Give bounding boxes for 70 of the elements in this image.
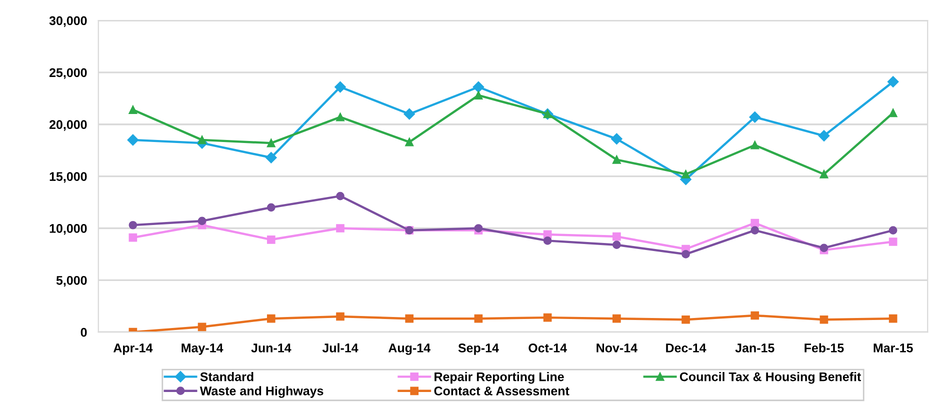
y-tick-label: 20,000 <box>49 120 87 131</box>
point <box>750 226 760 234</box>
point <box>820 315 828 324</box>
point <box>612 314 621 323</box>
point <box>543 313 552 322</box>
x-tick-label: Feb-15 <box>804 343 844 352</box>
point <box>612 232 621 241</box>
legend-label: Council Tax & Housing Benefit <box>680 372 861 384</box>
point <box>474 91 483 100</box>
x-tick-label: Jan-15 <box>735 344 774 352</box>
x-tick-label: Oct-14 <box>528 344 567 352</box>
point <box>888 108 898 118</box>
point <box>336 192 344 200</box>
point <box>612 240 621 250</box>
point <box>749 111 760 123</box>
point <box>336 312 344 321</box>
x-tick-label: Mar-15 <box>874 344 913 352</box>
point <box>750 218 760 228</box>
point <box>336 112 344 122</box>
point <box>198 322 206 332</box>
point <box>750 140 760 150</box>
point <box>266 235 276 244</box>
x-tick-label: Jun-14 <box>251 344 292 352</box>
point <box>682 250 690 258</box>
legend-label: Repair Reporting Line <box>434 372 564 384</box>
point <box>336 224 344 232</box>
point <box>472 81 484 93</box>
y-tick-label: 5,000 <box>56 276 87 287</box>
legend-label: Waste and Highways <box>200 386 324 398</box>
x-tick-label: Apr-14 <box>113 344 153 355</box>
point <box>266 152 277 164</box>
point <box>405 138 414 146</box>
x-tick-label: Dec-14 <box>666 344 706 352</box>
point <box>128 233 138 242</box>
point <box>820 170 828 178</box>
point <box>128 106 138 114</box>
point <box>888 314 898 323</box>
point <box>543 236 552 245</box>
x-tick-label: Nov-14 <box>596 344 638 352</box>
point <box>818 130 830 142</box>
point <box>266 138 276 148</box>
y-tick-label: 25,000 <box>49 68 87 79</box>
point <box>405 314 414 323</box>
point <box>198 136 206 144</box>
point <box>611 133 622 145</box>
point <box>682 315 690 324</box>
y-tick-label: 0 <box>80 328 87 337</box>
point <box>127 134 139 146</box>
point <box>474 314 483 323</box>
y-tick-label: 10,000 <box>50 224 87 235</box>
y-tick-label: 15,000 <box>50 172 87 183</box>
point <box>128 220 138 230</box>
point <box>888 226 898 234</box>
legend-label: Contact & Assessment <box>434 386 570 396</box>
point <box>404 108 415 120</box>
point <box>887 76 899 88</box>
point <box>198 216 206 226</box>
legend-label: Standard <box>200 372 254 382</box>
x-tick-label: Aug-14 <box>388 344 430 355</box>
x-tick-label: May-14 <box>182 344 224 355</box>
point <box>334 81 346 93</box>
point <box>266 314 276 323</box>
point <box>266 203 276 212</box>
point <box>612 156 621 164</box>
point <box>750 311 760 320</box>
x-tick-label: Jul-14 <box>322 343 358 352</box>
point <box>888 238 898 246</box>
y-tick-label: 30,000 <box>49 16 87 27</box>
x-tick-label: Sep-14 <box>458 344 499 355</box>
point <box>682 170 690 178</box>
